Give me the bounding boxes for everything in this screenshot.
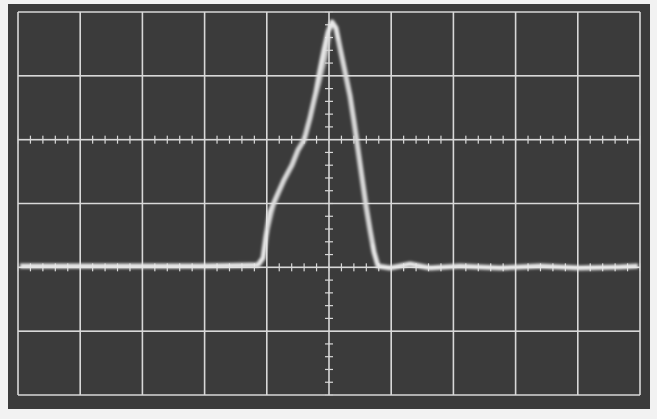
- trace-line: [20, 19, 639, 271]
- trace-shadow: [266, 35, 332, 231]
- trace: [20, 19, 639, 271]
- trace-shadow: [336, 39, 374, 245]
